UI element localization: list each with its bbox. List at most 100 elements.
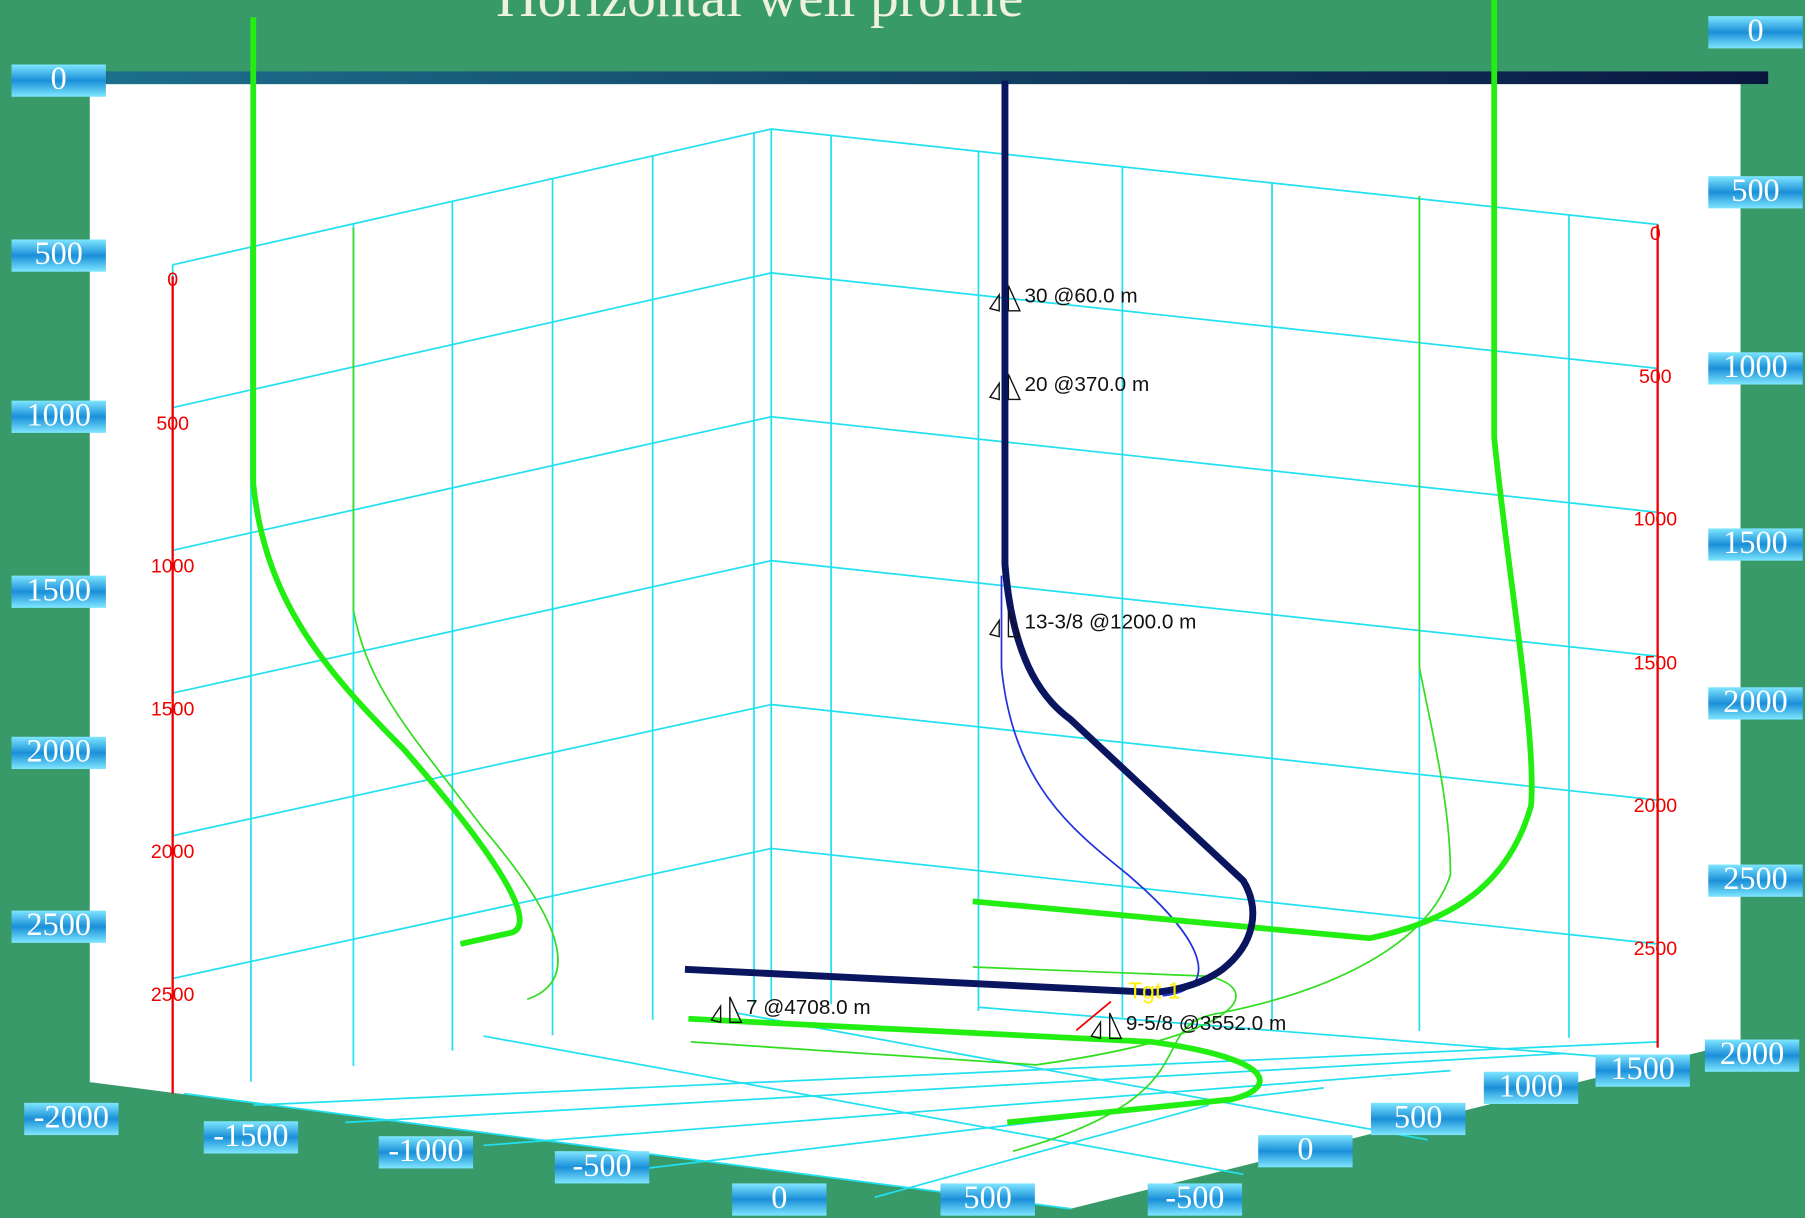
axis-label: 500 xyxy=(1394,1099,1442,1135)
axis-label: -500 xyxy=(1165,1179,1224,1215)
well-projection xyxy=(690,966,1237,1066)
label-box xyxy=(940,1183,1035,1216)
label-box xyxy=(1704,1039,1800,1072)
depth-label: 2500 xyxy=(1634,938,1678,960)
casing-annotation: 20 @370.0 m xyxy=(1025,373,1150,396)
grid xyxy=(171,128,1659,1210)
grid-line xyxy=(345,1052,1566,1124)
axis-label-box: 500 xyxy=(1708,172,1803,209)
casing-shoe xyxy=(988,611,1021,638)
casing-shoe xyxy=(1090,1012,1123,1040)
grid-line xyxy=(483,1069,1451,1147)
title: Horizontal well profile xyxy=(496,0,1023,29)
axis-label: 1500 xyxy=(26,571,90,607)
grid-line xyxy=(874,1104,1209,1199)
axis-label: 1000 xyxy=(1499,1067,1563,1103)
grid-line xyxy=(978,1006,1635,1060)
well-projection xyxy=(1012,195,1452,1153)
axis-label-box: 2000 xyxy=(11,732,106,770)
depth-label: 1000 xyxy=(1634,509,1678,531)
label-box xyxy=(11,239,106,272)
axis-label-box: -1000 xyxy=(378,1132,474,1169)
target-marker xyxy=(1075,1000,1112,1031)
well-projection xyxy=(352,227,559,1001)
axis-label-box: 0 xyxy=(1258,1131,1353,1168)
depth-label: 500 xyxy=(1639,366,1672,388)
axis-label-box: 500 xyxy=(940,1179,1035,1216)
axis-label-box: 1500 xyxy=(11,571,106,608)
axis-label: 0 xyxy=(51,60,67,96)
axis-label-box: 1000 xyxy=(1483,1067,1579,1104)
axis-label: -500 xyxy=(573,1147,632,1183)
axis-label-box: 2000 xyxy=(1704,1035,1800,1072)
axis-label: 500 xyxy=(964,1179,1012,1215)
axis-label: 1500 xyxy=(1723,524,1787,560)
label-box xyxy=(11,400,106,433)
label-box xyxy=(1708,16,1803,49)
label-box xyxy=(378,1136,474,1169)
axis-label: 2000 xyxy=(1723,683,1787,719)
grid-line xyxy=(172,559,772,694)
grid-line xyxy=(771,703,1658,801)
depth-label: 2000 xyxy=(151,841,195,863)
axis-label-box: 1500 xyxy=(1595,1050,1690,1087)
grid-line xyxy=(172,415,772,552)
title-bar xyxy=(105,71,1769,85)
grid-line xyxy=(172,847,772,980)
casing-shoe xyxy=(988,285,1021,312)
grid-line xyxy=(253,1040,1658,1107)
depth-label: 2000 xyxy=(1634,795,1678,817)
label-box xyxy=(11,910,106,943)
grid-line xyxy=(771,128,1658,226)
casing-shoe xyxy=(710,996,743,1024)
label-box xyxy=(1708,864,1803,897)
well-path-thin xyxy=(1000,575,1200,997)
axis-label: 2000 xyxy=(1720,1035,1784,1071)
axis-label-box: 1500 xyxy=(1708,524,1803,561)
plot-area xyxy=(89,84,1741,1209)
depth-label: 0 xyxy=(1650,223,1661,245)
casing-annotation: 13-3/8 @1200.0 m xyxy=(1025,610,1197,633)
label-box xyxy=(1708,352,1803,385)
label-box xyxy=(1708,528,1803,561)
target-label: Tgt 1 xyxy=(1128,977,1180,1003)
axis-label-box: 0 xyxy=(1708,12,1803,49)
well-paths xyxy=(250,0,1535,1153)
label-box xyxy=(1708,176,1803,209)
depth-label: 1500 xyxy=(151,698,195,720)
grid-line xyxy=(771,847,1658,945)
axis-label: -2000 xyxy=(34,1099,109,1135)
label-box xyxy=(203,1121,299,1154)
axis-label: 1000 xyxy=(26,396,90,432)
axis-label: -1000 xyxy=(388,1132,463,1168)
label-box xyxy=(1371,1102,1466,1136)
label-box xyxy=(11,736,106,770)
axis-label-box: 0 xyxy=(732,1179,827,1216)
label-box xyxy=(1595,1054,1690,1087)
axis-label-box: -1500 xyxy=(203,1117,299,1154)
axis-label: 2500 xyxy=(26,906,90,942)
depth-label: 2500 xyxy=(151,984,195,1006)
well-path xyxy=(684,80,1257,996)
axis-label: 1000 xyxy=(1723,348,1787,384)
casing-annotation: 9-5/8 @3552.0 m xyxy=(1126,1012,1286,1035)
label-box xyxy=(1483,1071,1579,1104)
labels: 0 500 1000 1500 2000 2500 0 500 1000 1500 2000 2500… xyxy=(11,12,1803,1216)
axis-label-box: 500 xyxy=(1371,1099,1466,1136)
label-box xyxy=(1258,1135,1353,1168)
axis-label-box: -500 xyxy=(1147,1179,1243,1216)
well-projection-bottom xyxy=(688,1015,1263,1126)
label-box xyxy=(11,575,106,608)
axis-label: 2500 xyxy=(1723,860,1787,896)
axis-label-box: 2500 xyxy=(1708,860,1803,897)
axis-label: 2000 xyxy=(26,732,90,768)
axis-label-box: -2000 xyxy=(24,1099,119,1136)
grid-line xyxy=(172,272,772,409)
axis-label: -1500 xyxy=(213,1117,288,1153)
axis-label: 1500 xyxy=(1610,1050,1674,1086)
label-box xyxy=(1708,687,1803,720)
axis-label: 0 xyxy=(1747,12,1763,48)
grid-line xyxy=(771,559,1658,658)
axis-label: 0 xyxy=(771,1179,787,1215)
